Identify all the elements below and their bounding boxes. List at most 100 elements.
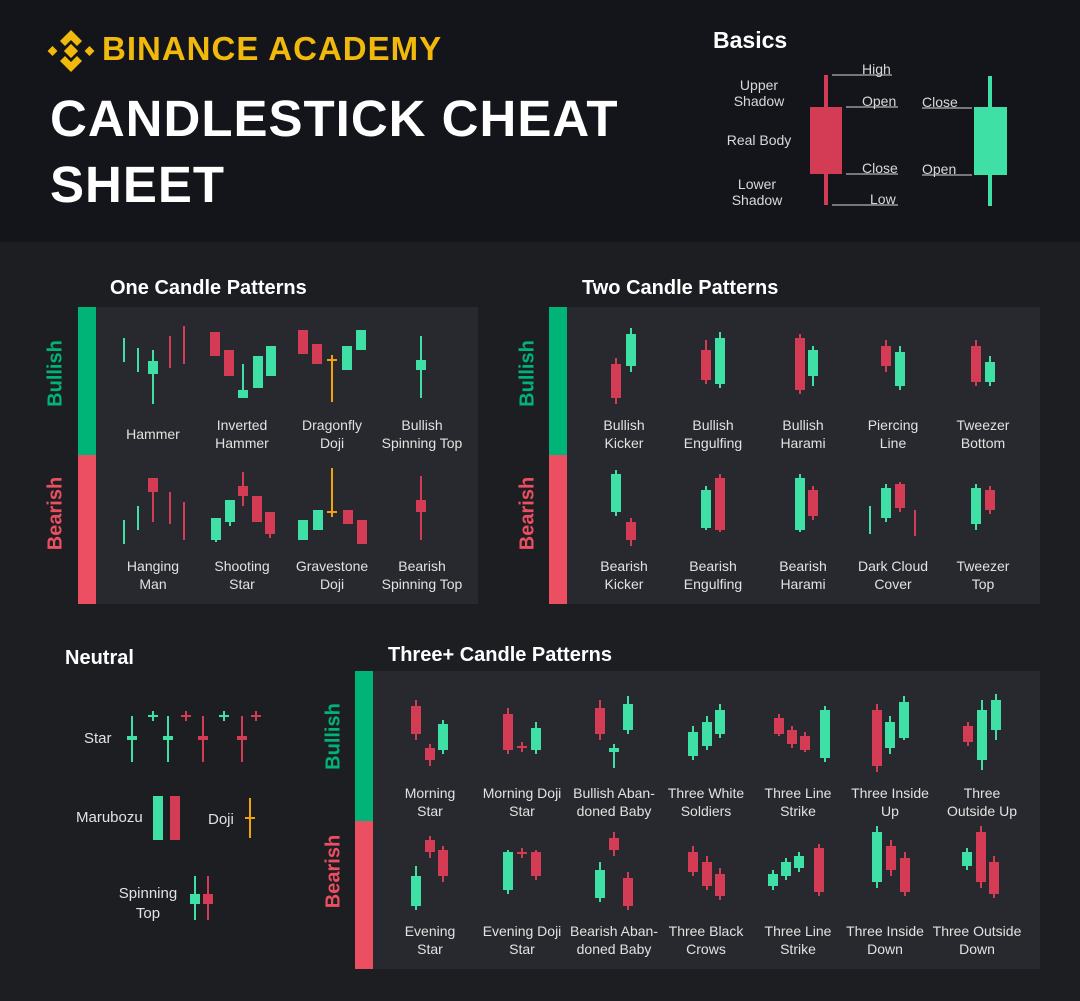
candle-16 xyxy=(416,336,426,398)
high-label: High xyxy=(862,61,891,77)
pattern-label-bull-three-line-strike: Three Line Strike xyxy=(764,785,832,819)
one-candle-title: One Candle Patterns xyxy=(110,277,307,299)
neutral-doji-label: Doji xyxy=(208,811,234,828)
low-label: Low xyxy=(870,191,896,207)
candle-53 xyxy=(914,510,916,536)
candle-13 xyxy=(331,360,333,402)
candle-64 xyxy=(153,796,163,840)
candle-107 xyxy=(814,844,824,896)
candle-32 xyxy=(357,520,367,544)
doji-cross-57 xyxy=(148,711,158,721)
candle-112 xyxy=(976,826,986,888)
candle-25 xyxy=(252,496,262,522)
open-label-2: Open xyxy=(922,161,957,177)
candle-21 xyxy=(183,502,185,540)
candle-113 xyxy=(989,856,999,898)
doji-cross-96 xyxy=(517,848,527,858)
header xyxy=(0,0,1080,242)
candle-85 xyxy=(820,706,830,762)
candle-70 xyxy=(411,700,421,740)
candle-26 xyxy=(265,512,275,538)
candle-80 xyxy=(702,716,712,750)
candle-76 xyxy=(595,700,605,740)
pattern-label-three-white-soldiers: Three White Soldiers xyxy=(667,785,745,819)
candle-77 xyxy=(609,744,619,768)
doji-cross-63 xyxy=(251,711,261,721)
two-candle-title: Two Candle Patterns xyxy=(582,277,779,299)
candle-43 xyxy=(985,356,995,386)
candle-99 xyxy=(609,832,619,856)
candle-92 xyxy=(411,866,421,910)
pattern-label-bear-three-line-strike: Three Line Strike xyxy=(764,923,832,957)
candle-55 xyxy=(985,486,995,514)
pattern-label-bearish-engulfing: Bearish Engulfing xyxy=(683,558,743,592)
candle-31 xyxy=(343,510,353,524)
candle-27 xyxy=(298,520,308,540)
close-label-2: Close xyxy=(922,94,958,110)
candle-108 xyxy=(872,826,882,888)
candle-28 xyxy=(313,510,323,530)
pattern-label-dark-cloud-cover: Dark Cloud Cover xyxy=(857,558,929,592)
pattern-label-morning-doji-star: Morning Doji Star xyxy=(482,785,562,819)
candle-51 xyxy=(881,484,891,522)
candle-20 xyxy=(169,492,171,524)
three-bull-strip xyxy=(355,671,373,821)
candle-1 xyxy=(137,348,139,372)
candle-37 xyxy=(715,332,725,388)
candle-18 xyxy=(137,506,139,530)
candle-19 xyxy=(148,478,158,522)
three-candle-panel xyxy=(355,671,1040,969)
candle-48 xyxy=(795,474,805,532)
candle-83 xyxy=(787,726,797,748)
pattern-label-morning-star: Morning Star xyxy=(404,785,456,819)
candle-91 xyxy=(991,694,1001,740)
one-bull-strip xyxy=(78,307,96,455)
pattern-label-bullish-kicker: Bullish Kicker xyxy=(603,417,645,451)
candle-2 xyxy=(148,350,158,404)
candle-50 xyxy=(869,506,871,534)
candle-90 xyxy=(977,700,987,770)
pattern-label-bearish-spinning-top: Bearish Spinning Top xyxy=(381,558,463,592)
basics-title: Basics xyxy=(713,27,788,53)
candle-3 xyxy=(169,336,171,368)
candle-11 xyxy=(312,344,322,364)
candle-65 xyxy=(170,796,180,840)
pattern-label-bullish-harami: Bullish Harami xyxy=(780,417,826,451)
pattern-label-shooting-star: Shooting Star xyxy=(214,558,270,592)
candle-52 xyxy=(895,482,905,512)
candle-98 xyxy=(595,862,605,902)
candle-49 xyxy=(808,486,818,520)
candle-4 xyxy=(183,326,185,364)
candle-41 xyxy=(895,346,905,390)
pattern-label-gravestone-doji: Gravestone Doji xyxy=(295,558,369,592)
doji-cross-59 xyxy=(181,711,191,721)
candle-60 xyxy=(198,716,208,762)
candle-46 xyxy=(701,486,711,530)
candle-47 xyxy=(715,474,725,532)
candle-17 xyxy=(123,520,125,544)
candle-44 xyxy=(611,470,621,516)
candle-6 xyxy=(224,350,234,376)
candle-8 xyxy=(253,356,263,388)
pattern-label-evening-star: Evening Star xyxy=(404,923,456,957)
candle-7 xyxy=(238,364,248,398)
candle-69 xyxy=(203,876,213,920)
candle-88 xyxy=(899,696,909,740)
three-bear-strip xyxy=(355,821,373,969)
candle-42 xyxy=(971,340,981,386)
candle-102 xyxy=(702,856,712,890)
lower-shadow-label: Lower Shadow xyxy=(731,176,783,208)
candle-38 xyxy=(795,334,805,394)
neutral-marubozu-label: Marubozu xyxy=(76,809,143,826)
pattern-label-hammer: Hammer xyxy=(126,426,180,442)
candle-10 xyxy=(298,330,308,354)
open-label: Open xyxy=(862,93,897,109)
candle-9 xyxy=(266,346,276,376)
three-candle-title: Three+ Candle Patterns xyxy=(388,644,612,666)
pattern-label-inverted-hammer: Inverted Hammer xyxy=(215,417,269,451)
pattern-label-three-outside-down: Three Outside Down xyxy=(932,923,1022,957)
candle-110 xyxy=(900,852,910,896)
doji-cross-74 xyxy=(517,742,527,752)
candle-24 xyxy=(238,472,248,506)
